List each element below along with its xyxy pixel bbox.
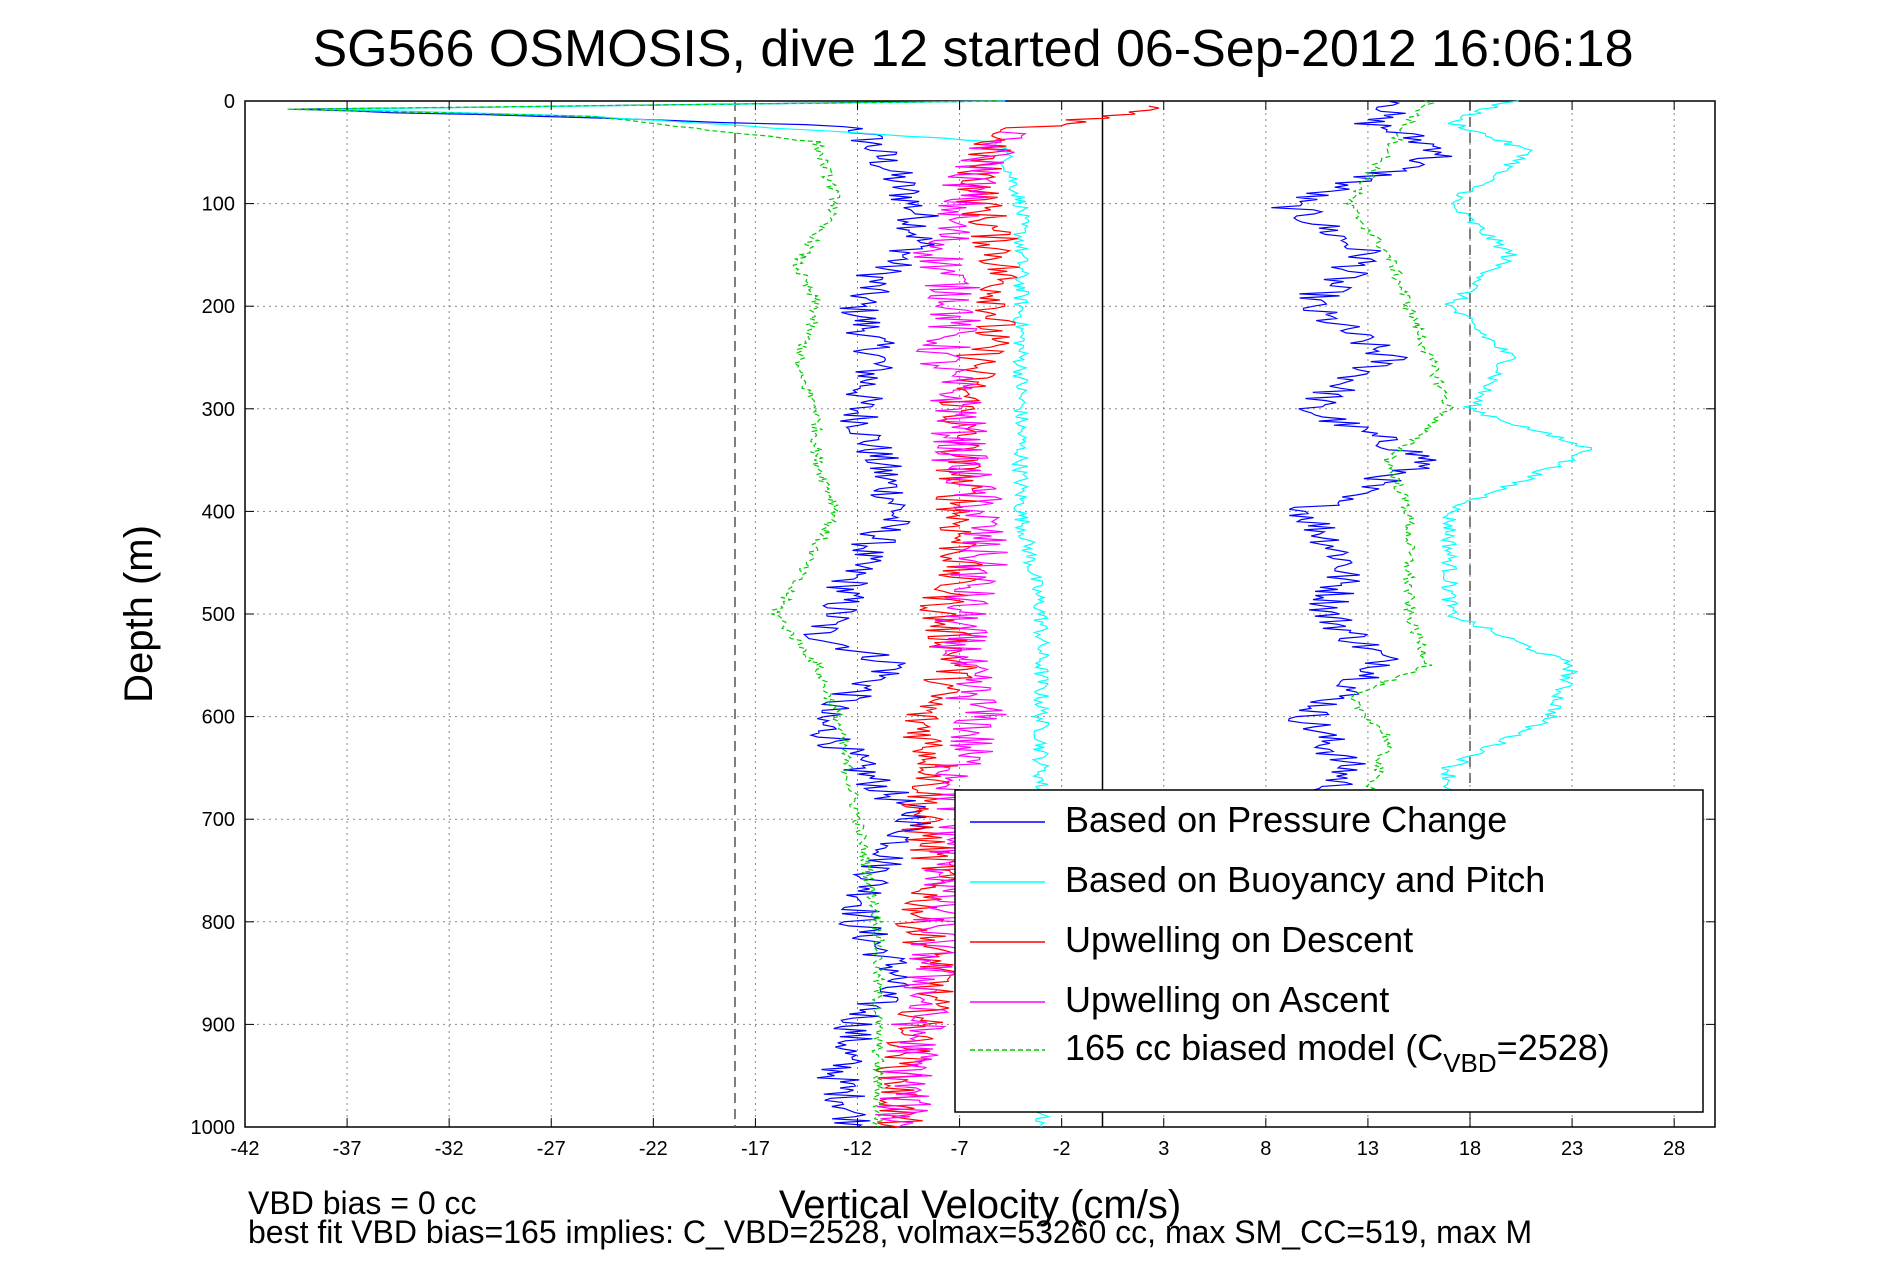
x-tick-label: -37: [333, 1138, 362, 1160]
x-tick-label: 3: [1158, 1138, 1169, 1160]
legend-box: [954, 789, 1704, 1113]
x-axis-label: Vertical Velocity (cm/s): [779, 1183, 1181, 1227]
series-line-upwelling-on-ascent: [875, 131, 1027, 1128]
legend-label: Based on Pressure Change: [1065, 799, 1507, 840]
series-line-165-cc-biased-model-c-ascent: [1343, 100, 1456, 800]
x-tick-label: 23: [1561, 1138, 1583, 1160]
y-tick-label: 300: [202, 399, 235, 421]
x-tick-label: -22: [639, 1138, 668, 1160]
y-tick-label: 500: [202, 604, 235, 626]
x-tick-label: -7: [951, 1138, 969, 1160]
legend-label: Upwelling on Ascent: [1065, 979, 1389, 1020]
series-line-based-on-pressure-change-ascent: [1271, 100, 1453, 800]
y-tick-label: 700: [202, 809, 235, 831]
y-tick-label: 0: [224, 91, 235, 113]
chart-title: SG566 OSMOSIS, dive 12 started 06-Sep-20…: [312, 20, 1633, 78]
axis-ticks: -42 -37 -32 -27 -22 -17 -12 -7 -2 3 8 13 18 23 28 0 100 2…: [191, 91, 1715, 1160]
x-tick-label: -17: [741, 1138, 770, 1160]
x-tick-label: -12: [843, 1138, 872, 1160]
y-axis-label: Depth (m): [117, 525, 161, 703]
x-tick-label: 28: [1663, 1138, 1685, 1160]
footnote-line-1: VBD bias = 0 cc: [248, 1185, 477, 1221]
x-tick-label: 13: [1357, 1138, 1379, 1160]
series-line-based-on-pressure-change: [293, 100, 1008, 1128]
x-tick-label: 18: [1459, 1138, 1481, 1160]
series-lines: [286, 100, 1593, 1128]
y-tick-label: 800: [202, 912, 235, 934]
y-tick-label: 200: [202, 296, 235, 318]
legend-label: Upwelling on Descent: [1065, 919, 1413, 960]
x-tick-label: 8: [1260, 1138, 1271, 1160]
legend-label: Based on Buoyancy and Pitch: [1065, 859, 1545, 900]
y-tick-label: 100: [202, 194, 235, 216]
x-tick-label: -2: [1053, 1138, 1071, 1160]
y-tick-label: 400: [202, 501, 235, 523]
footnote-line-2: best fit VBD bias=165 implies: C_VBD=252…: [248, 1214, 1532, 1250]
x-tick-label: -32: [435, 1138, 464, 1160]
y-tick-label: 1000: [191, 1117, 236, 1139]
y-tick-label: 600: [202, 707, 235, 729]
series-line-165-cc-biased-model-c: [286, 100, 997, 1128]
y-tick-label: 900: [202, 1014, 235, 1036]
x-tick-label: -42: [231, 1138, 260, 1160]
legend: Based on Pressure Change Based on Buoyanc…: [954, 789, 1704, 1113]
x-tick-label: -27: [537, 1138, 566, 1160]
series-line-based-on-buoyancy-and-pitch-ascent: [1439, 100, 1593, 800]
